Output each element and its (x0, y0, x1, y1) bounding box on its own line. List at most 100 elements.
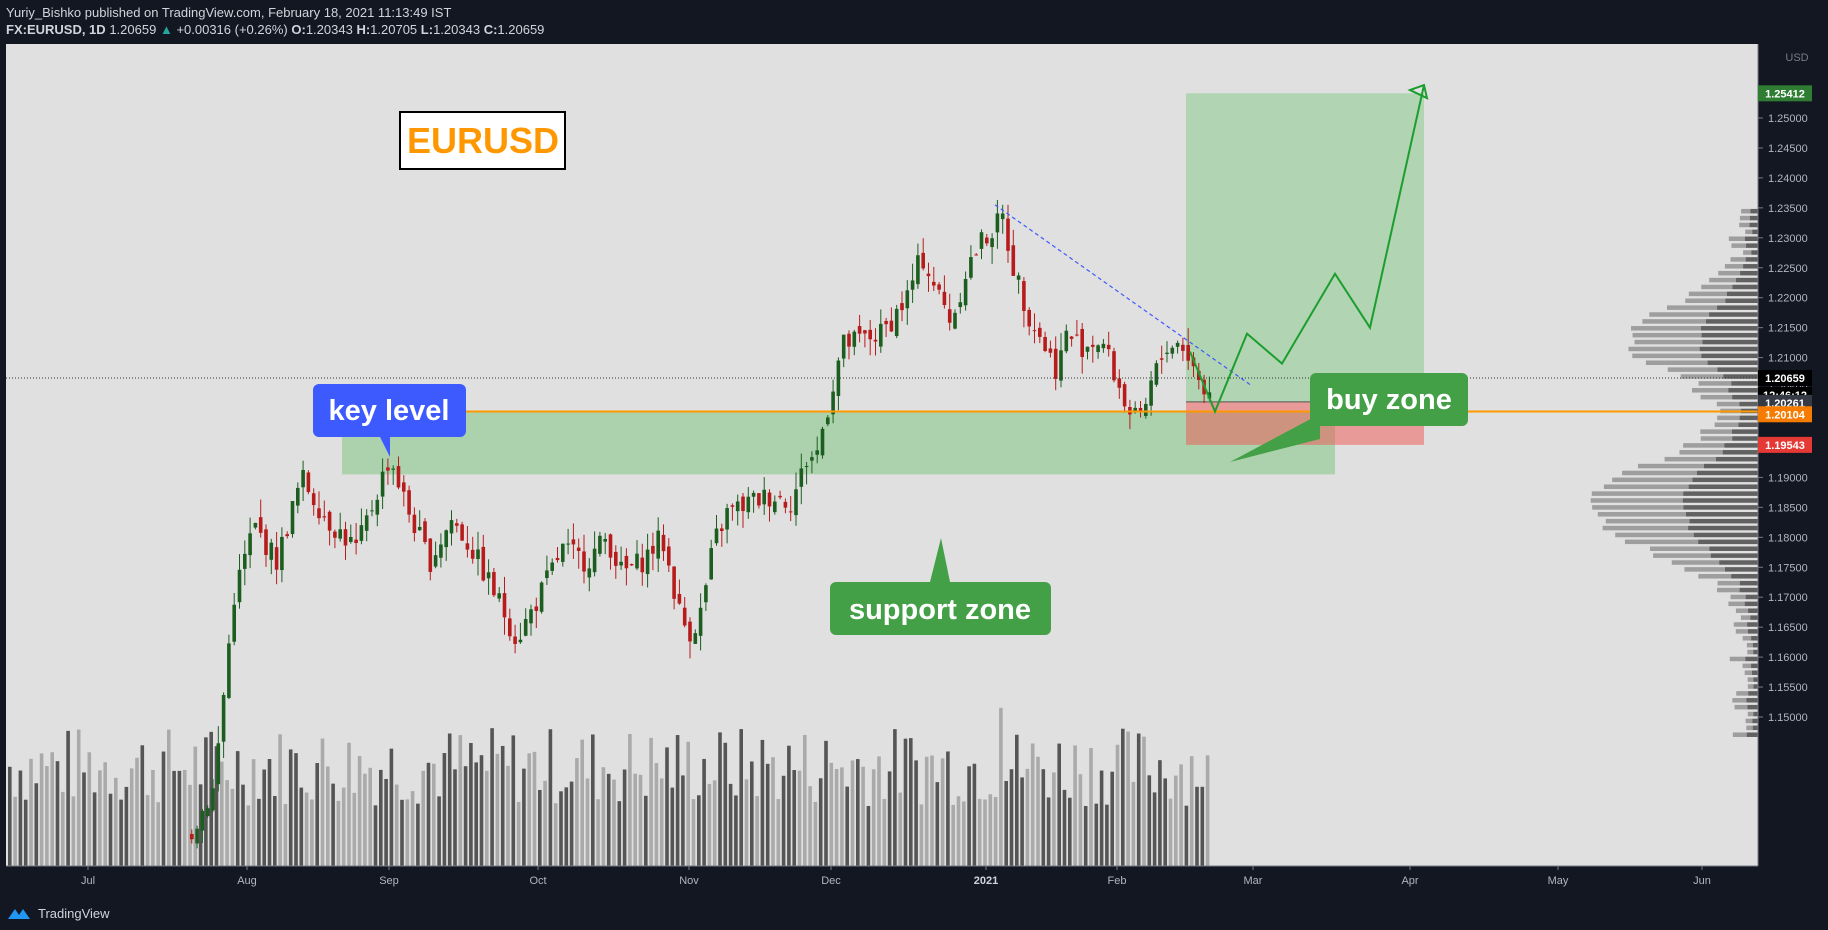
volume-profile-bar (1748, 629, 1758, 634)
volume-bar (310, 799, 314, 866)
candle-body (338, 529, 342, 539)
volume-bar (1121, 728, 1125, 866)
candle-body (460, 524, 464, 541)
candle-body (773, 501, 777, 513)
drawing-lines (6, 83, 1758, 415)
tradingview-logo-icon[interactable] (6, 906, 32, 920)
candle-body (200, 810, 205, 831)
volume-bar (962, 801, 966, 866)
candle-body (380, 471, 385, 497)
candle-body (476, 549, 480, 560)
support-zone-pointer (930, 538, 950, 582)
price-chart[interactable]: EURUSD key level support zone buy zone U… (0, 44, 1828, 894)
candle-body (1207, 392, 1212, 399)
volume-profile-bar (1597, 512, 1686, 517)
volume-profile-bar (1605, 518, 1690, 524)
volume-profile-bar (1682, 498, 1758, 503)
x-tick-label: Jun (1693, 875, 1711, 887)
volume-profile-bar (1740, 615, 1751, 620)
candle-body (211, 788, 215, 811)
volume-bar (384, 778, 388, 866)
volume-profile-bar (1718, 270, 1741, 276)
volume-profile-bar (1753, 649, 1758, 655)
volume-profile-bar (1750, 615, 1758, 620)
chart-area[interactable]: EURUSD key level support zone buy zone U… (0, 44, 1828, 894)
volume-bar (92, 792, 97, 866)
volume-bar (903, 738, 908, 866)
candle-body (587, 568, 592, 578)
volume-bar (1147, 775, 1152, 866)
candle-body (635, 553, 639, 569)
x-tick-label: Sep (379, 875, 399, 887)
candle-body (216, 743, 221, 785)
volume-profile-bar (1705, 319, 1758, 324)
candle-body (900, 303, 904, 311)
candle-body (614, 551, 618, 566)
volume-bar (357, 756, 362, 866)
volume-bar (426, 762, 431, 866)
volume-bar (644, 795, 648, 866)
volume-profile-bar (1740, 270, 1758, 276)
volume-bar (575, 758, 579, 866)
volume-bar (771, 757, 775, 866)
volume-bar (940, 758, 945, 866)
volume-bar (262, 769, 266, 866)
volume-profile-bar (1732, 732, 1747, 737)
volume-bar (1025, 768, 1030, 866)
candle-body (916, 255, 920, 285)
price-label-text: 1.19543 (1765, 440, 1805, 452)
candle-body (1186, 344, 1190, 361)
volume-bar (946, 751, 950, 866)
volume-profile-bar (1732, 698, 1747, 703)
candle-body (608, 534, 613, 558)
volume-bar (161, 751, 166, 866)
symbol-label[interactable]: FX:EURUSD, 1D (6, 22, 106, 37)
volume-bar (628, 733, 632, 866)
volume-bar (967, 766, 971, 866)
volume-bar (45, 766, 49, 866)
time-axis[interactable] (0, 866, 1828, 894)
target-zone-rect (1186, 93, 1424, 402)
candle-body (953, 312, 957, 329)
volume-profile-bar (1685, 512, 1758, 517)
volume-bar (506, 765, 510, 866)
volume-bar (204, 737, 208, 866)
footer-brand[interactable]: TradingView (38, 905, 110, 921)
price-axis[interactable] (1758, 44, 1828, 866)
volume-bar (750, 761, 754, 866)
key-level-text: key level (329, 395, 450, 427)
volume-profile-bar (1714, 422, 1739, 427)
candle-body (767, 492, 772, 507)
volume-bar (834, 768, 839, 866)
volume-bar (368, 767, 372, 866)
candle-body (1022, 281, 1026, 311)
volume-bar (951, 804, 955, 866)
candle-body (412, 514, 417, 534)
y-tick-label: 1.19000 (1768, 472, 1808, 484)
volume-bar (909, 738, 913, 866)
candle-body (343, 529, 348, 546)
volume-profile-bar (1750, 208, 1758, 214)
candle-body (831, 391, 835, 415)
volume-bar (797, 770, 802, 866)
candle-body (465, 543, 470, 550)
candle-body (1069, 336, 1074, 339)
candle-body (190, 833, 194, 840)
volume-profile-bar (1732, 436, 1758, 441)
candle-body (317, 508, 321, 519)
volume-profile-bar (1743, 264, 1758, 269)
volume-profile-bar (1698, 381, 1732, 386)
volume-bar (495, 753, 500, 866)
volume-profile-bar (1736, 277, 1758, 283)
volume-profile-bar (1615, 532, 1694, 538)
volume-profile-bar (1739, 215, 1750, 221)
candle-body (857, 326, 862, 334)
candle-body (407, 490, 411, 515)
volume-profile-bar (1749, 215, 1758, 221)
volume-bar (336, 800, 341, 866)
buy-zone-pointer (1230, 414, 1320, 462)
volume-profile-bar (1709, 277, 1737, 283)
volume-bar (993, 796, 998, 866)
volume-bar (273, 795, 277, 866)
volume-profile-bar (1752, 718, 1758, 724)
